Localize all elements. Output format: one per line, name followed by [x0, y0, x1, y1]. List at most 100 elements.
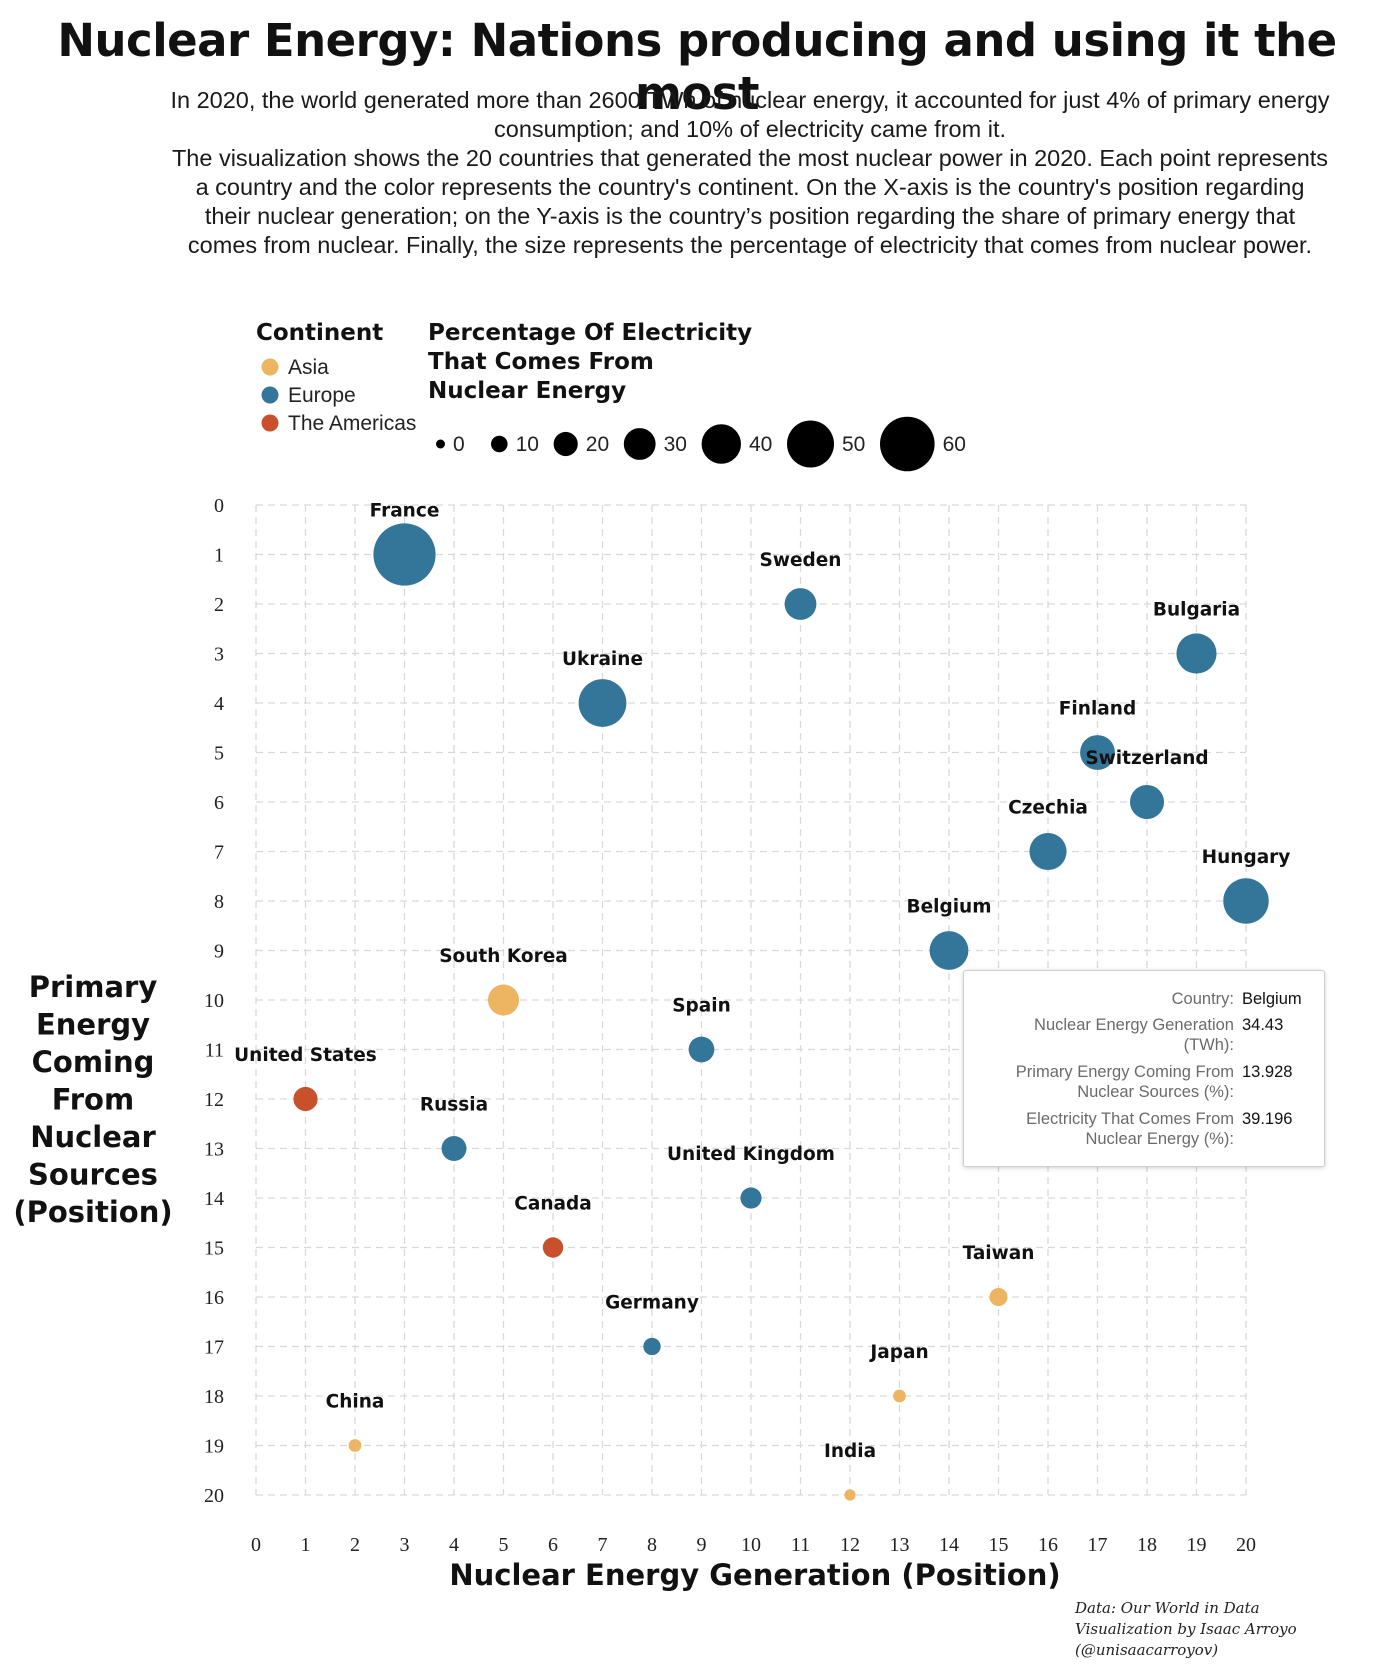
x-tick-label: 11 [791, 1534, 810, 1556]
y-tick-label: 4 [214, 693, 224, 715]
legend-size-label: 0 [453, 433, 465, 456]
subtitle-paragraph-2: The visualization shows the 20 countries… [171, 145, 1329, 258]
data-label: China [326, 1392, 385, 1413]
x-tick-label: 17 [1088, 1534, 1108, 1556]
credit-handle: (@unisaacarroyov) [1075, 1641, 1219, 1659]
data-point-spain [688, 1036, 715, 1063]
x-tick-label: 20 [1236, 1534, 1256, 1556]
legend-size-title-line-3: Nuclear Energy [428, 378, 626, 404]
credits: Data: Our World in Data Visualization by… [1075, 1598, 1297, 1661]
x-tick-label: 15 [989, 1534, 1009, 1556]
y-tick-label: 19 [204, 1436, 224, 1458]
y-tick-label: 12 [204, 1089, 224, 1111]
data-point-bulgaria [1176, 633, 1217, 674]
data-point-united-states [293, 1086, 318, 1112]
data-points [293, 523, 1269, 1501]
x-tick-label: 14 [939, 1534, 959, 1556]
data-point-czechia [1029, 832, 1067, 871]
legend-swatch-the-americas [261, 414, 279, 432]
tooltip: Country: Belgium Nuclear Energy Generati… [963, 970, 1325, 1167]
x-axis-title: Nuclear Energy Generation (Position) [449, 1558, 1060, 1592]
legend-swatch-asia [261, 358, 279, 376]
legend-label: The Americas [288, 412, 416, 435]
y-axis-title-line: Coming [32, 1045, 155, 1079]
y-axis-title-line: From [52, 1083, 134, 1117]
data-label: France [370, 501, 440, 522]
legend-swatch-europe [261, 386, 279, 404]
y-tick-label: 18 [204, 1386, 224, 1408]
data-point-russia [441, 1136, 467, 1161]
data-label: Hungary [1202, 847, 1291, 868]
legend-size-label: 40 [749, 433, 772, 456]
x-tick-label: 6 [548, 1534, 558, 1556]
y-tick-label: 11 [205, 1040, 224, 1062]
legend-size-label: 20 [586, 433, 609, 456]
data-label: Switzerland [1085, 748, 1208, 769]
y-tick-label: 17 [204, 1337, 224, 1359]
legend-size-label: 30 [664, 433, 687, 456]
data-label: Taiwan [963, 1243, 1035, 1264]
y-tick-label: 6 [214, 792, 224, 814]
data-point-ukraine [578, 679, 627, 727]
data-label: Russia [420, 1095, 488, 1116]
tooltip-key: Electricity That Comes From Nuclear Ener… [1026, 1110, 1234, 1148]
y-tick-label: 7 [214, 842, 224, 864]
x-tick-label: 7 [598, 1534, 608, 1556]
legend-size-circle [436, 439, 445, 449]
x-tick-label: 0 [251, 1534, 261, 1556]
data-label: Japan [868, 1342, 928, 1363]
y-tick-label: 13 [204, 1139, 224, 1161]
x-axis-ticks: 0 1 2 3 4 5 6 7 8 9 10 11 12 13 14 15 16 17 18 19 20 [251, 1534, 1256, 1556]
chart-subtitle: In 2020, the world generated more than 2… [170, 86, 1330, 260]
data-label: Belgium [906, 897, 991, 918]
data-point-south-korea [487, 984, 520, 1016]
x-tick-label: 1 [301, 1534, 311, 1556]
legend-continent-title: Continent [256, 320, 383, 346]
tooltip-value: 13.928 [1242, 1063, 1293, 1081]
data-label: Germany [605, 1293, 699, 1314]
legend-size-circle [787, 420, 834, 468]
data-label: India [824, 1441, 876, 1462]
legend-size-circle [553, 431, 578, 457]
legend-size-title-line-1: Percentage Of Electricity [428, 320, 752, 346]
data-label: Bulgaria [1153, 600, 1240, 621]
data-label: South Korea [439, 946, 568, 967]
data-point-sweden [784, 588, 817, 620]
y-tick-label: 3 [214, 644, 224, 666]
legend-size-circle [701, 424, 741, 464]
legend-size-circle [623, 428, 656, 460]
legend-size-label: 60 [943, 433, 966, 456]
y-tick-label: 20 [204, 1485, 224, 1507]
data-point-germany [643, 1337, 661, 1356]
data-label: Spain [672, 996, 731, 1017]
x-tick-label: 19 [1187, 1534, 1207, 1556]
data-point-taiwan [989, 1287, 1008, 1307]
data-point-china [348, 1439, 362, 1452]
data-point-belgium [929, 931, 969, 970]
y-tick-label: 5 [214, 743, 224, 765]
data-point-united-kingdom [740, 1187, 762, 1209]
data-point-canada [542, 1237, 564, 1258]
data-label: United States [234, 1045, 377, 1066]
y-tick-label: 2 [214, 594, 224, 616]
x-tick-label: 18 [1137, 1534, 1157, 1556]
y-axis-title-line: Energy [36, 1008, 150, 1042]
y-tick-label: 0 [214, 495, 224, 517]
data-label: United Kingdom [667, 1144, 835, 1165]
x-tick-label: 4 [449, 1534, 459, 1556]
legend-size-circle [880, 416, 935, 472]
data-label: Czechia [1008, 798, 1088, 819]
x-tick-label: 2 [350, 1534, 360, 1556]
data-point-france [373, 523, 436, 586]
legend: Continent Asia Europe The Americas Percent… [256, 320, 966, 472]
x-tick-label: 9 [697, 1534, 707, 1556]
tooltip-key: Primary Energy Coming From Nuclear Sourc… [1015, 1063, 1234, 1101]
credit-data-source: Data: Our World in Data [1075, 1599, 1260, 1617]
data-label: Finland [1059, 699, 1136, 720]
tooltip-key: Nuclear Energy Generation (TWh): [1034, 1016, 1234, 1054]
y-tick-label: 10 [204, 990, 224, 1012]
x-tick-label: 10 [741, 1534, 761, 1556]
